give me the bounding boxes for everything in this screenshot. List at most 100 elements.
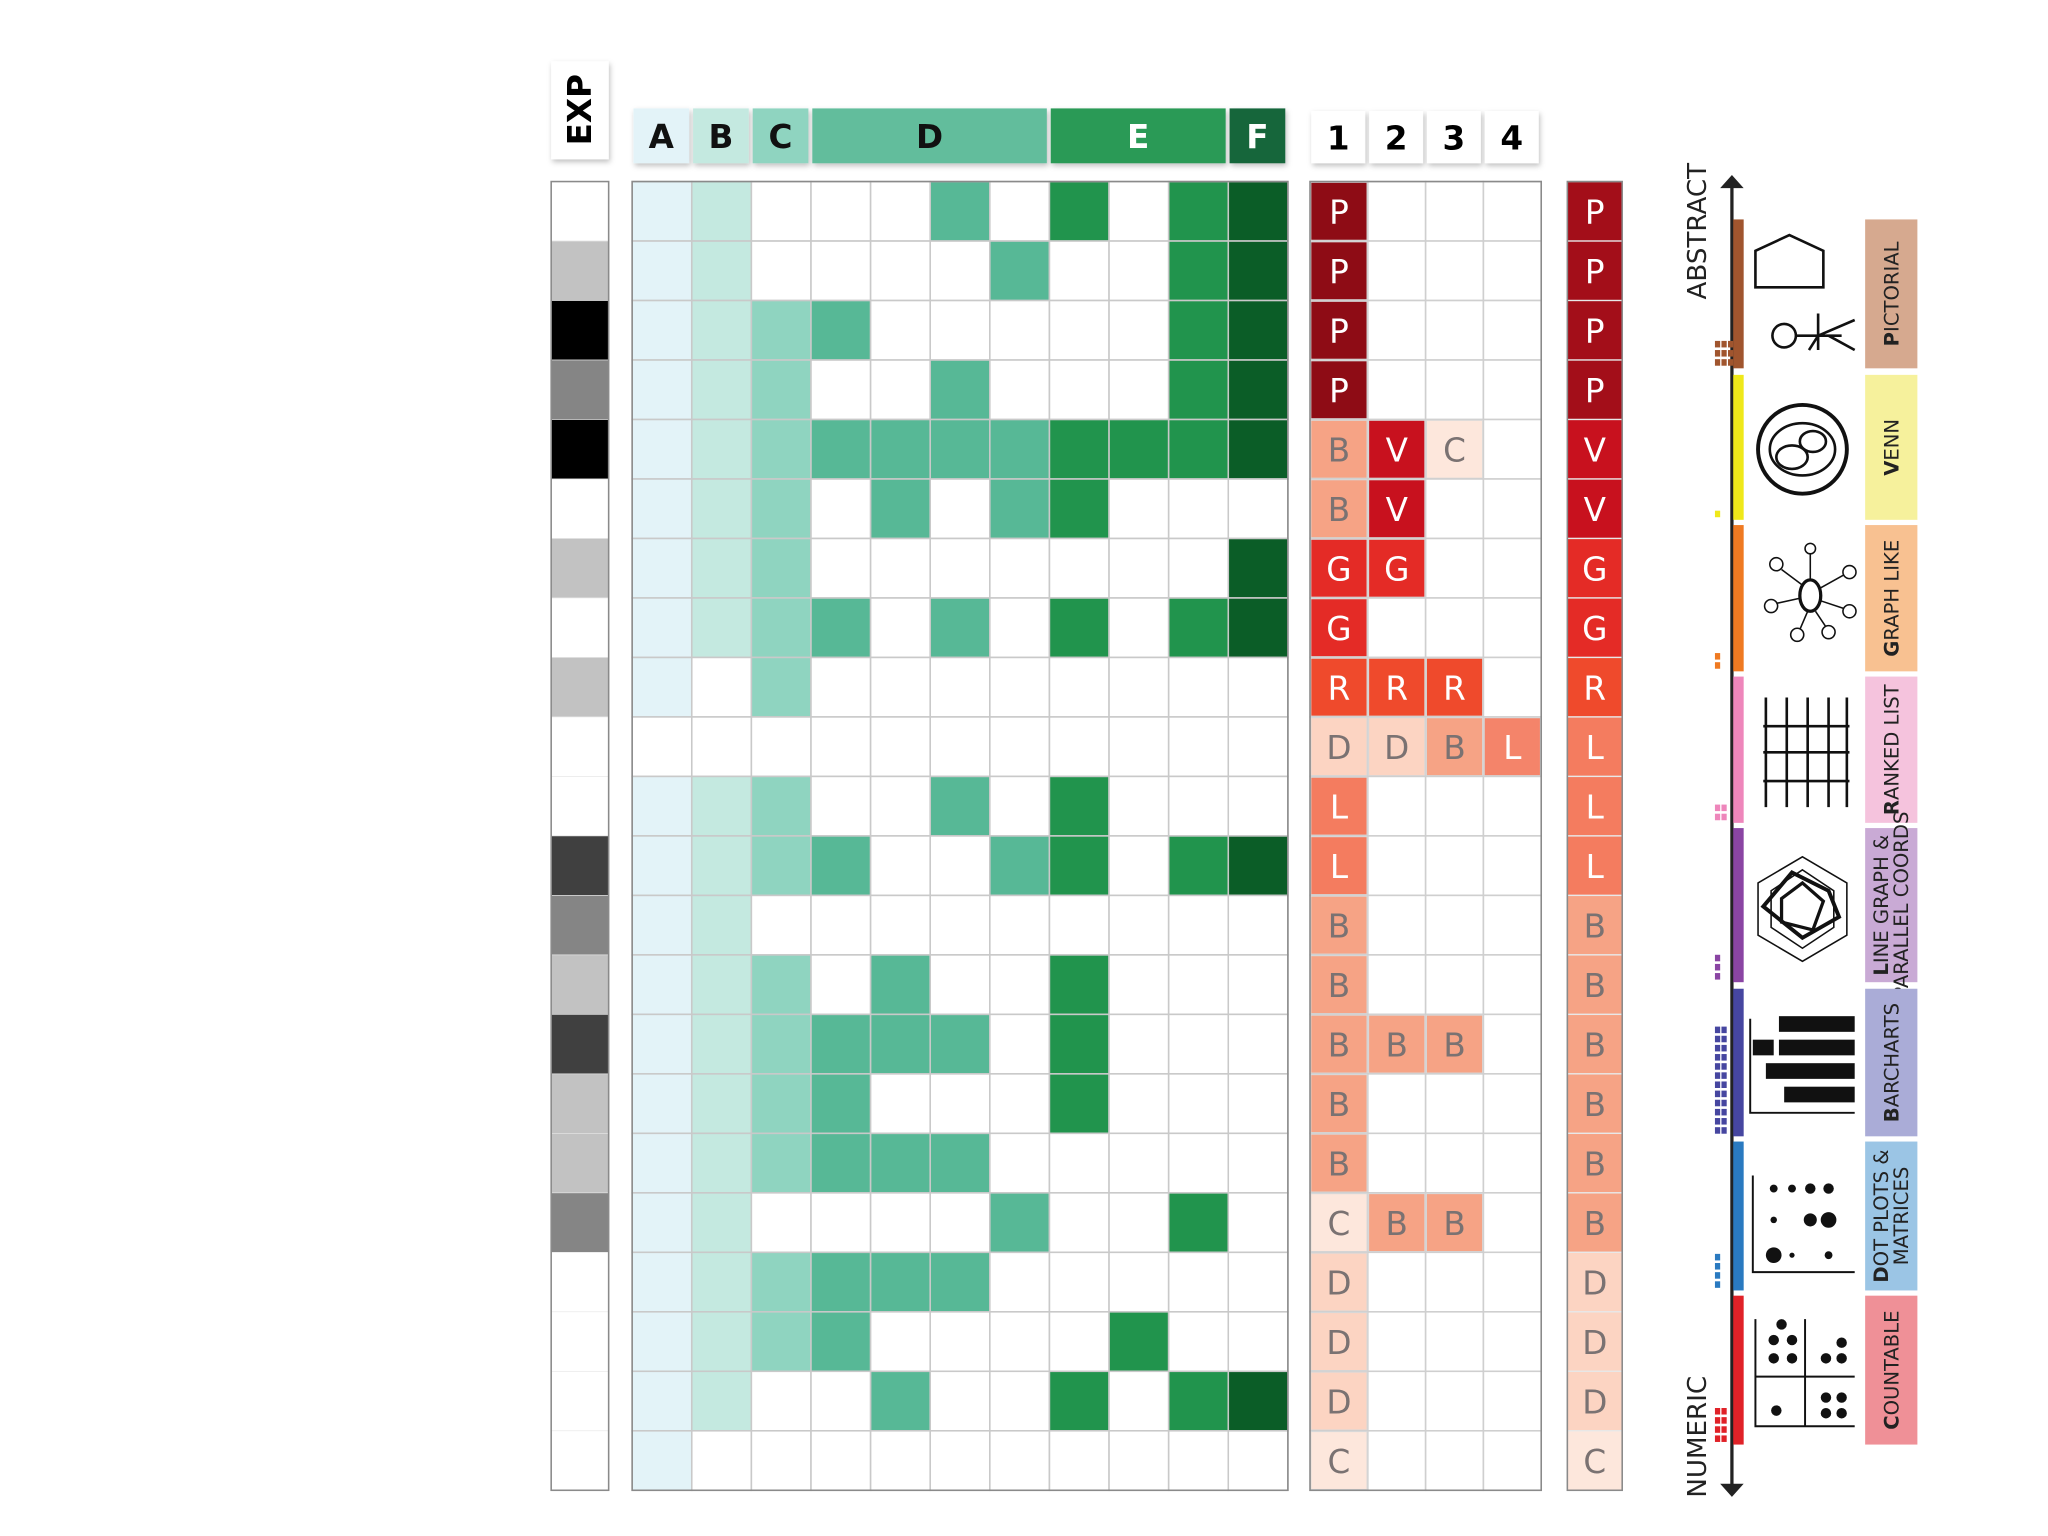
matrix-cell <box>690 1132 753 1194</box>
legend-label: VENN <box>1880 419 1903 476</box>
matrix-cell <box>750 240 812 302</box>
code-header-box <box>1426 111 1481 164</box>
code-label: B <box>1328 491 1350 529</box>
matrix-cell <box>1167 954 1230 1016</box>
matrix-cell <box>750 656 812 718</box>
axis-arrow <box>1720 175 1744 189</box>
icons <box>1749 233 1857 1428</box>
matrix-cell <box>1227 1430 1289 1492</box>
code-grid-cell <box>1424 1132 1485 1194</box>
code-grid-cell <box>1424 180 1485 242</box>
final-cell <box>1566 1370 1623 1432</box>
code-header: 3 <box>1443 119 1466 157</box>
code-label: B <box>1443 729 1465 767</box>
code-grid-cell <box>1424 835 1485 897</box>
matrix-cell <box>869 1311 932 1373</box>
legend-label: RANKED LIST <box>1880 683 1903 815</box>
matrix-cell <box>1227 597 1289 659</box>
code-grid-cell <box>1482 180 1543 242</box>
matrix-cell <box>631 359 693 421</box>
matrix-cell <box>1108 716 1170 778</box>
code-label: C <box>1328 1443 1351 1481</box>
legend-tick <box>1714 1426 1721 1433</box>
exp-cell <box>550 1252 609 1313</box>
matrix-cell <box>1048 1251 1110 1313</box>
code-grid-cell <box>1424 1073 1485 1135</box>
matrix-cell <box>929 1192 991 1254</box>
matrix-cell <box>1108 1192 1170 1254</box>
legend-label: DOT PLOTS & <box>1869 1149 1892 1282</box>
exp-cell <box>550 895 609 956</box>
matrix-cell <box>869 1251 932 1313</box>
matrix-cell <box>1048 418 1110 480</box>
code-cell <box>1483 717 1541 777</box>
code-label: D <box>1326 1383 1351 1421</box>
legend-tick <box>1721 1090 1727 1098</box>
code-cell <box>1310 1074 1368 1134</box>
axis-label: ABSTRACT <box>1683 162 1713 300</box>
exp-cell <box>550 1192 609 1253</box>
matrix-cell <box>810 537 872 599</box>
matrix-cell <box>1167 418 1230 480</box>
legend-label: PARALLEL COORDS <box>1890 812 1913 999</box>
matrix-cell <box>1167 1251 1230 1313</box>
code-cell <box>1310 419 1368 479</box>
matrix-cell <box>1227 1073 1289 1135</box>
matrix-cell <box>810 299 872 361</box>
matrix-cell <box>810 835 872 897</box>
matrix-cell <box>1048 1192 1110 1254</box>
final-cell <box>1566 180 1623 242</box>
exp-cell <box>550 1430 609 1491</box>
code-cell <box>1368 479 1426 539</box>
group-header: F <box>1246 118 1268 156</box>
final-cell <box>1566 954 1623 1016</box>
matrix-cell <box>750 1311 812 1373</box>
matrix-cell <box>631 418 693 480</box>
code-label: R <box>1328 670 1351 708</box>
matrix-cell <box>750 1251 812 1313</box>
exp-cell <box>550 1370 609 1432</box>
icon-barchart <box>1749 1018 1855 1114</box>
matrix-cell <box>810 597 872 659</box>
exp-header: EXP <box>561 74 599 145</box>
code-cell <box>1310 360 1368 420</box>
code-label: C <box>1328 1205 1351 1243</box>
code-label: B <box>1386 1205 1408 1243</box>
code-grid-cell <box>1424 597 1485 659</box>
code-cell <box>1425 419 1484 479</box>
matrix-cell <box>989 418 1051 480</box>
final-cell <box>1566 418 1623 480</box>
code-grid-cell <box>1424 478 1485 540</box>
matrix-cell <box>1227 954 1289 1016</box>
matrix-cell <box>989 775 1051 837</box>
matrix-cell <box>929 180 991 242</box>
code-grid-cell <box>1482 478 1543 540</box>
exp-cell <box>550 359 609 420</box>
code-grid-cell <box>1367 835 1427 897</box>
matrix-cell <box>869 1132 932 1194</box>
exp-cell <box>550 478 609 539</box>
code-cell <box>1310 1431 1368 1491</box>
matrix-cell <box>1108 1430 1170 1492</box>
icon-pictorial <box>1795 313 1856 352</box>
matrix-cell <box>989 1311 1051 1373</box>
matrix-cell <box>869 1370 932 1432</box>
matrix-cell <box>690 1251 753 1313</box>
matrix-cell <box>1048 359 1110 421</box>
exp-cell <box>550 1014 609 1075</box>
legend-box <box>1865 374 1918 520</box>
matrix-cell <box>929 240 991 302</box>
code-grid-cell <box>1424 299 1485 361</box>
matrix-cell <box>989 1073 1051 1135</box>
legend-tick <box>1714 1118 1721 1125</box>
icon-barchart <box>1752 1016 1855 1103</box>
matrix-cell <box>750 1192 812 1254</box>
matrix-cell <box>631 537 693 599</box>
code-grid-cell <box>1482 775 1543 837</box>
matrix-cell <box>1108 1013 1170 1075</box>
final-label: B <box>1584 1026 1606 1064</box>
final-label: G <box>1582 610 1607 648</box>
matrix-cell <box>810 1013 872 1075</box>
matrix-cell <box>1167 299 1230 361</box>
group-header: B <box>708 118 733 156</box>
